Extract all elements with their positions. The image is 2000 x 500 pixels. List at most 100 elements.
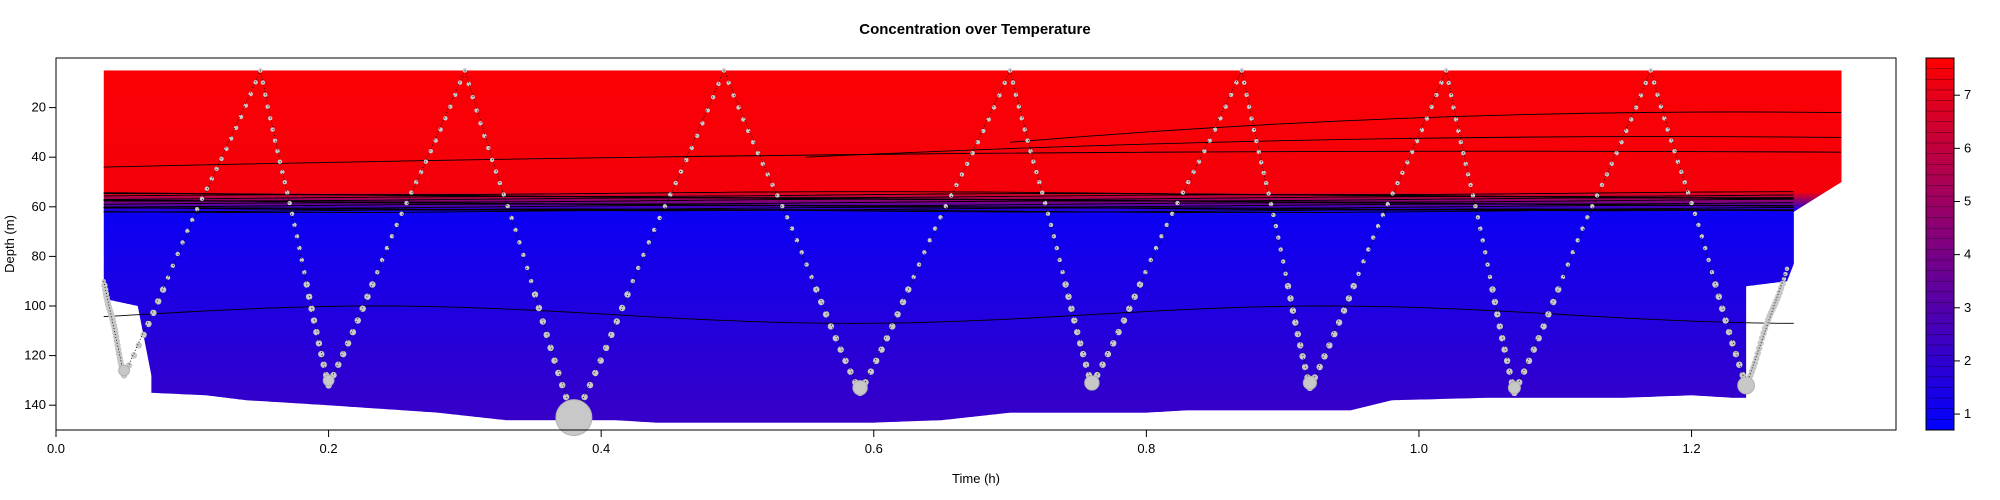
- track-point: [1013, 92, 1019, 98]
- field-band: [103, 232, 1842, 235]
- track-point: [497, 180, 503, 186]
- track-point: [1326, 342, 1333, 349]
- track-point: [1366, 247, 1371, 252]
- track-point: [657, 215, 662, 221]
- field-band: [103, 175, 1842, 178]
- track-line: [859, 70, 1011, 393]
- track-point: [1550, 298, 1557, 306]
- track-point: [285, 190, 290, 195]
- track-point: [705, 108, 710, 113]
- track-point: [1692, 211, 1698, 216]
- track-point: [315, 340, 323, 347]
- track-point: [1480, 238, 1485, 243]
- track-line: [1445, 70, 1515, 393]
- field-band: [103, 260, 1842, 262]
- field-band: [103, 81, 1842, 84]
- field-band: [103, 203, 1842, 205]
- y-tick-label: 40: [32, 149, 46, 164]
- track-point: [423, 159, 429, 164]
- x-tick-label: 0.4: [592, 441, 610, 456]
- track-point: [618, 304, 626, 312]
- field-band: [104, 424, 1842, 426]
- track-point: [1580, 226, 1585, 231]
- field-band: [103, 408, 1842, 411]
- x-tick-label: 0.8: [1137, 441, 1155, 456]
- field-band: [103, 263, 1842, 266]
- track-point: [775, 193, 780, 198]
- field-band: [103, 382, 1842, 385]
- track-point: [1530, 346, 1538, 353]
- field-band: [103, 174, 1842, 177]
- field-band: [103, 85, 1842, 88]
- field-band: [103, 288, 1842, 291]
- field-band: [103, 371, 1842, 374]
- field-band: [103, 146, 1842, 148]
- track-point: [1458, 140, 1464, 145]
- contour-line: [103, 305, 1794, 324]
- y-tick-label: 20: [32, 100, 46, 115]
- track-point: [243, 103, 248, 108]
- track-point: [551, 357, 558, 364]
- field-band: [103, 106, 1842, 109]
- track-point: [746, 128, 751, 134]
- track-point: [1545, 311, 1552, 318]
- field-band: [103, 139, 1842, 142]
- track-point: [1783, 271, 1788, 277]
- track-point: [1470, 193, 1476, 198]
- colorbar-tick-label: 6: [1964, 140, 1971, 155]
- track-point: [1590, 204, 1595, 209]
- field-band: [103, 375, 1842, 378]
- track-point: [185, 228, 190, 234]
- field-band: [103, 332, 1842, 334]
- field-band: [103, 266, 1842, 269]
- field-band: [103, 284, 1842, 287]
- field-band: [103, 141, 1842, 143]
- field-band: [103, 405, 1842, 408]
- track-point: [883, 335, 891, 342]
- track-point: [209, 176, 214, 181]
- field-band: [103, 236, 1842, 239]
- field-band: [103, 368, 1842, 370]
- track-point: [1180, 190, 1186, 195]
- track-point: [224, 146, 229, 151]
- field-band: [103, 87, 1842, 90]
- track-point: [1712, 281, 1719, 288]
- track-point: [602, 344, 610, 351]
- x-tick-label: 1.2: [1683, 441, 1701, 456]
- field-band: [103, 372, 1842, 375]
- field-band: [103, 242, 1842, 245]
- track-point: [1679, 169, 1684, 175]
- track-point: [794, 238, 800, 243]
- field-band: [103, 272, 1842, 275]
- field-band: [103, 142, 1842, 145]
- field-band: [103, 225, 1842, 228]
- field-band: [103, 400, 1842, 403]
- field-band: [103, 239, 1842, 241]
- field-band: [103, 159, 1842, 162]
- field-band: [103, 374, 1842, 377]
- field-band: [103, 256, 1842, 259]
- track-point: [1244, 92, 1249, 98]
- track-point: [275, 149, 280, 154]
- field-band: [103, 395, 1842, 398]
- track-point: [1475, 215, 1481, 220]
- track-point: [478, 121, 483, 126]
- track-point: [1002, 80, 1007, 86]
- field-band: [103, 234, 1842, 236]
- field-band: [103, 407, 1842, 410]
- track-point: [1560, 274, 1566, 280]
- track-point: [1060, 270, 1065, 275]
- track-point: [1048, 222, 1054, 228]
- track-marker: [852, 380, 868, 396]
- field-band: [103, 74, 1842, 76]
- track-point: [1164, 222, 1170, 228]
- field-band: [103, 220, 1842, 223]
- track-point: [1501, 346, 1508, 353]
- track-point: [673, 180, 678, 186]
- track-point: [1120, 317, 1128, 324]
- track-point: [1434, 92, 1439, 98]
- track-point: [1385, 201, 1391, 207]
- field-band: [103, 134, 1842, 137]
- field-band: [103, 180, 1842, 183]
- track-point: [1115, 328, 1122, 336]
